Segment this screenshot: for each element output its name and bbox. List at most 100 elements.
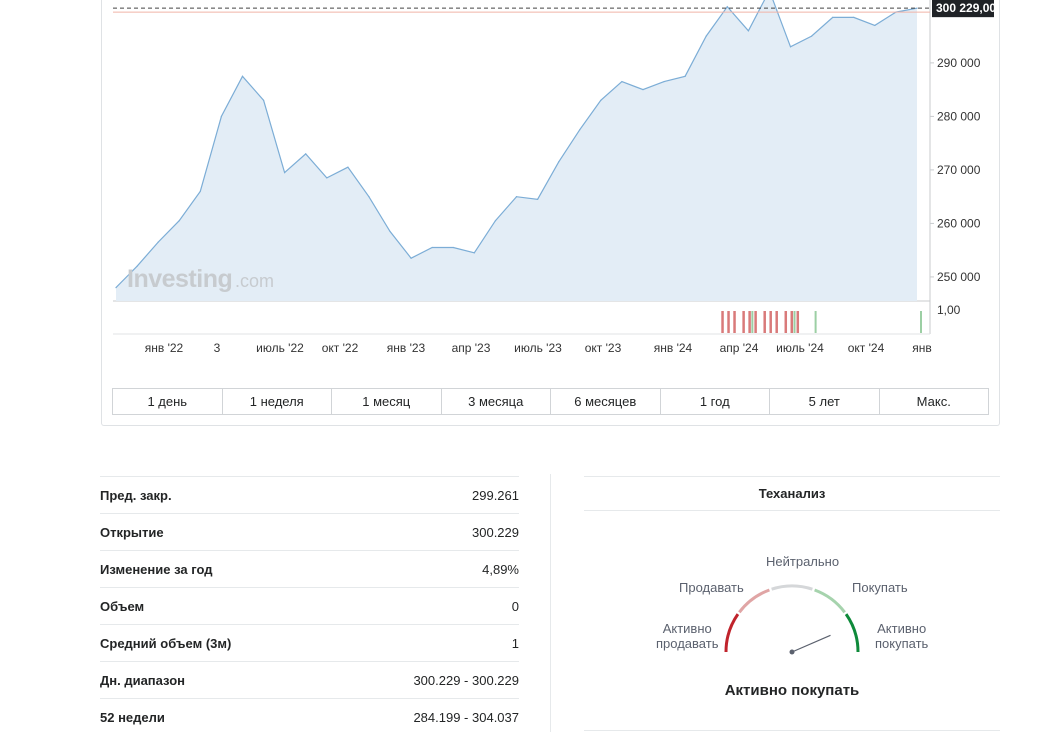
- period-1-month[interactable]: 1 месяц: [332, 389, 442, 414]
- period-1-day[interactable]: 1 день: [113, 389, 223, 414]
- period-selector: 1 день 1 неделя 1 месяц 3 месяца 6 месяц…: [112, 388, 989, 415]
- price-point: [642, 89, 644, 91]
- price-point: [684, 75, 686, 77]
- price-point: [284, 171, 286, 174]
- price-point: [515, 196, 518, 198]
- volume-bar-down: [784, 311, 788, 333]
- stat-value: 284.199 - 304.037: [413, 709, 519, 725]
- x-tick-label: янв '24: [654, 341, 693, 355]
- volume-bar-down: [754, 311, 757, 333]
- price-point: [136, 265, 138, 267]
- stat-row-year-change: Изменение за год 4,89%: [100, 550, 519, 587]
- price-point: [347, 166, 349, 168]
- price-point: [747, 30, 749, 32]
- price-point: [178, 220, 180, 222]
- current-price-label-bg: [932, 0, 994, 18]
- column-divider: [550, 474, 551, 732]
- gauge-segment-strong-buy: [844, 613, 860, 653]
- price-point: [853, 16, 855, 19]
- gauge-result: Активно покупать: [724, 682, 860, 699]
- stat-value: 299.261: [472, 487, 519, 503]
- y-tick-label: 290 000: [937, 56, 981, 70]
- price-point: [473, 252, 475, 254]
- price-point: [389, 230, 391, 233]
- gauge-label-strong-sell-line2: продавать: [656, 636, 719, 651]
- stat-label: 52 недели: [100, 709, 165, 725]
- volume-bar-down: [733, 311, 736, 333]
- y-tick-label: 250 000: [937, 270, 981, 284]
- volume-bar-down: [790, 311, 794, 333]
- period-max[interactable]: Макс.: [879, 389, 988, 414]
- volume-bar-up: [920, 311, 922, 333]
- price-point: [663, 81, 665, 83]
- stat-label: Объем: [100, 598, 145, 614]
- x-tick-label: июль '23: [514, 341, 562, 355]
- price-point: [536, 198, 539, 200]
- gauge-needle-pivot: [789, 649, 795, 655]
- x-tick-label: янв: [912, 341, 932, 355]
- x-tick-label: апр '24: [720, 341, 759, 355]
- stat-row-52-weeks: 52 недели 284.199 - 304.037: [100, 698, 519, 735]
- stat-label: Открытие: [100, 524, 164, 540]
- price-point: [494, 220, 497, 222]
- stat-row-open: Открытие 300.229: [100, 513, 519, 550]
- price-point: [579, 129, 581, 131]
- stat-value: 300.229 - 300.229: [413, 672, 519, 688]
- current-price-label: 300 229,00: [936, 1, 996, 15]
- volume-bar-down: [775, 311, 778, 333]
- volume-bar-down: [796, 311, 800, 333]
- gauge-segment-neutral: [771, 584, 813, 591]
- x-tick-label: окт '24: [848, 341, 885, 355]
- period-6-months[interactable]: 6 месяцев: [551, 389, 661, 414]
- volume-bar-down: [727, 311, 730, 333]
- x-tick-label: окт '23: [585, 341, 622, 355]
- price-point: [368, 196, 370, 198]
- stat-row-avg-volume: Средний объем (3м) 1: [100, 624, 519, 661]
- volume-bar-down: [721, 311, 724, 333]
- y-tick-label: 280 000: [937, 109, 981, 123]
- x-tick-label: янв '22: [145, 341, 184, 355]
- volume-bar-down: [769, 311, 772, 333]
- stat-row-volume: Объем 0: [100, 587, 519, 624]
- y-tick-label: 270 000: [937, 163, 981, 177]
- stat-label: Средний объем (3м): [100, 635, 232, 651]
- stat-value: 300.229: [472, 524, 519, 540]
- stat-label: Пред. закр.: [100, 487, 172, 503]
- period-1-year[interactable]: 1 год: [660, 389, 770, 414]
- volume-tick-label: 1,00: [937, 303, 961, 317]
- period-5-years[interactable]: 5 лет: [770, 389, 880, 414]
- gauge-label-neutral: Нейтрально: [766, 554, 840, 569]
- price-point: [600, 99, 602, 101]
- investing-watermark-suffix: .com: [235, 271, 274, 291]
- tech-title: Теханализ: [584, 476, 1000, 511]
- y-tick-label: 260 000: [937, 216, 981, 230]
- stat-value: 4,89%: [482, 561, 519, 577]
- price-point: [789, 46, 792, 48]
- gauge-segment-sell: [738, 588, 770, 614]
- stat-label: Изменение за год: [100, 561, 213, 577]
- period-1-week[interactable]: 1 неделя: [222, 389, 332, 414]
- price-point: [832, 16, 834, 19]
- gauge-label-strong-buy-line1: Активно: [877, 621, 927, 636]
- price-point: [558, 161, 560, 163]
- price-point: [811, 35, 813, 37]
- price-chart[interactable]: Investing .com 300 229,00 290 000 280 000 270…: [102, 0, 999, 376]
- technical-analysis-panel: Теханализ Нейтрально Продавать Покупать …: [584, 476, 1000, 732]
- price-point: [431, 246, 433, 249]
- price-point: [199, 190, 201, 192]
- stats-table: Пред. закр. 299.261 Открытие 300.229 Изм…: [100, 476, 519, 735]
- volume-bar-down: [748, 311, 751, 333]
- price-point: [452, 246, 454, 249]
- x-tick-label: апр '23: [452, 341, 491, 355]
- period-3-months[interactable]: 3 месяца: [441, 389, 551, 414]
- investing-watermark: Investing: [127, 265, 232, 293]
- chart-card: Investing .com 300 229,00 290 000 280 000 270…: [101, 0, 1000, 426]
- price-point: [726, 6, 728, 8]
- volume-bar-up: [751, 311, 754, 333]
- sentiment-gauge: [724, 584, 860, 655]
- gauge-segment-buy: [814, 588, 846, 614]
- price-point: [621, 81, 623, 83]
- price-point: [326, 177, 328, 179]
- price-point: [916, 7, 918, 9]
- x-tick-label: июль '24: [776, 341, 824, 355]
